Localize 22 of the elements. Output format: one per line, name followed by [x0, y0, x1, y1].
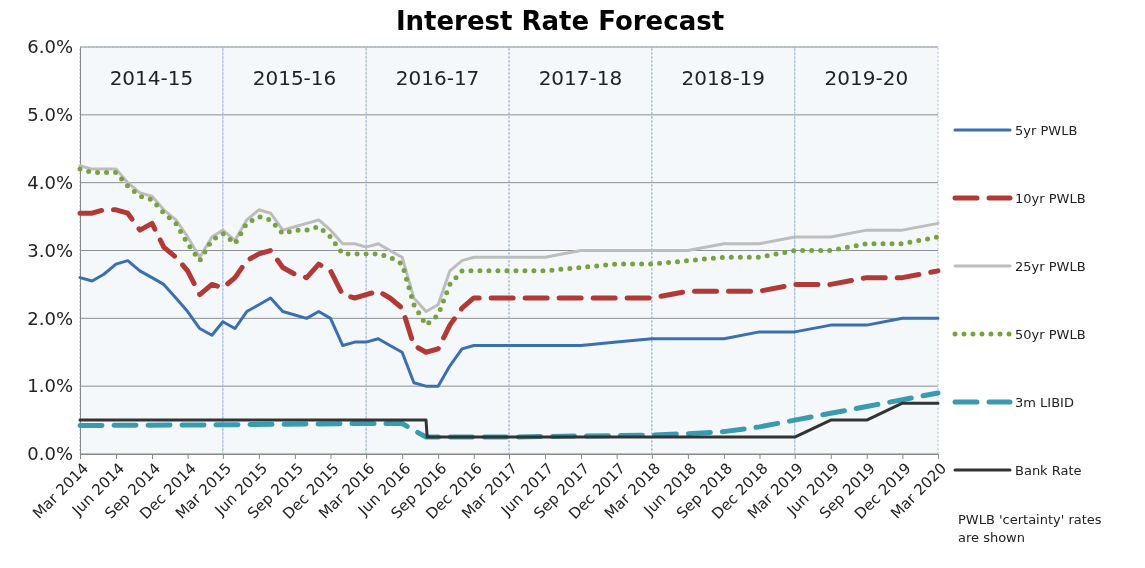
y-tick-label: 0.0%: [27, 443, 73, 465]
y-tick-label: 1.0%: [27, 375, 73, 397]
band-label: 2017-18: [538, 66, 623, 90]
legend-label: 5yr PWLB: [1015, 123, 1078, 138]
chart-title: Interest Rate Forecast: [395, 6, 725, 36]
y-tick-label: 3.0%: [27, 239, 73, 261]
y-tick-label: 4.0%: [27, 171, 73, 193]
legend-label: 25yr PWLB: [1015, 259, 1086, 274]
y-tick-label: 5.0%: [27, 104, 73, 126]
band-label: 2014-15: [109, 66, 194, 90]
band-label: 2016-17: [395, 66, 480, 90]
line-series: [78, 259, 940, 388]
y-tick-label: 2.0%: [27, 307, 73, 329]
band-label: 2019-20: [824, 66, 909, 90]
band-label: 2015-16: [252, 66, 337, 90]
legend-label: 50yr PWLB: [1015, 327, 1086, 342]
y-tick-label: 6.0%: [27, 36, 73, 58]
legend-label: 10yr PWLB: [1015, 191, 1086, 206]
band-label: 2018-19: [681, 66, 766, 90]
text: PWLB 'certainty' rates are shown: [958, 512, 1102, 545]
legend-label: 3m LIBID: [1015, 395, 1074, 410]
legend-label: Bank Rate: [1015, 463, 1082, 478]
